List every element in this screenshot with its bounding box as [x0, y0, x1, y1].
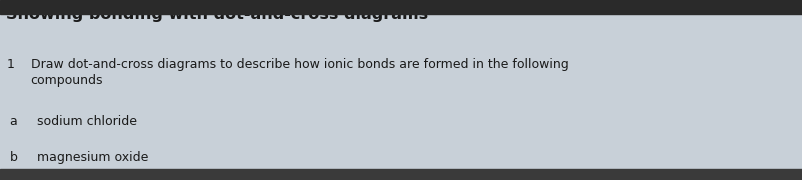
- Text: a: a: [10, 115, 18, 128]
- Text: b: b: [10, 151, 18, 164]
- Text: Showing bonding with dot-and-cross diagrams: Showing bonding with dot-and-cross diagr…: [6, 7, 428, 22]
- Text: sodium chloride: sodium chloride: [37, 115, 137, 128]
- Bar: [0, 0, 802, 14]
- Text: Draw dot-and-cross diagrams to describe how ionic bonds are formed in the follow: Draw dot-and-cross diagrams to describe …: [30, 58, 568, 87]
- Text: 1: 1: [6, 58, 14, 71]
- Text: magnesium oxide: magnesium oxide: [37, 151, 148, 164]
- Bar: [0, 169, 802, 180]
